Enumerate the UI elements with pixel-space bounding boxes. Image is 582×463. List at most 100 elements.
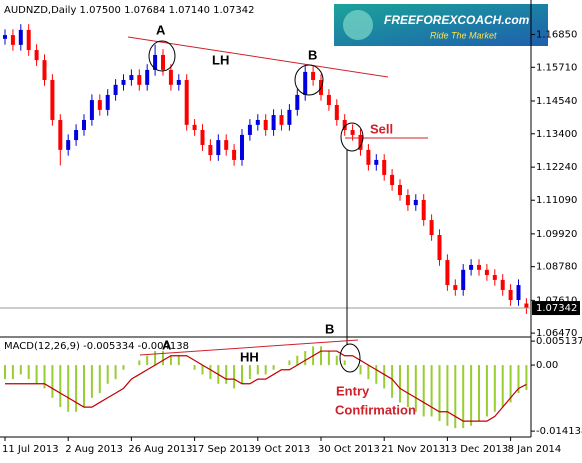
candle-body [279, 115, 284, 125]
candle-body [374, 159, 379, 165]
macd-bar [201, 365, 204, 375]
macd-bar [233, 365, 236, 389]
macd-bar [509, 365, 512, 403]
candle-body [89, 100, 94, 120]
macd-bar [422, 365, 425, 417]
macd-bar [462, 365, 465, 429]
macd-bar [98, 365, 101, 394]
candle-body [200, 130, 205, 145]
candle-body [184, 79, 189, 125]
x-tick-label: 8 Jan 2014 [508, 444, 562, 455]
candle-body [82, 119, 86, 131]
x-tick-label: 21 Nov 2013 [381, 444, 445, 455]
trend-line [127, 36, 389, 78]
candle-body [129, 75, 134, 80]
macd-trend-line [139, 339, 359, 356]
candle-body [58, 119, 63, 150]
candle-body [247, 124, 252, 135]
candle-body [97, 100, 102, 110]
macd-bar [296, 355, 299, 366]
annotation: Confirmation [335, 402, 416, 417]
candle-body [240, 134, 244, 160]
candle-body [145, 69, 150, 85]
macd-bar [391, 365, 394, 398]
y-tick-label: 1.12240 [536, 162, 577, 173]
macd-bar [90, 365, 93, 398]
macd-bar [75, 365, 78, 412]
annotation: A [156, 22, 166, 37]
macd-bar [248, 365, 251, 380]
candle-body [271, 115, 276, 131]
macd-bar [106, 365, 109, 384]
candle-body [421, 199, 426, 221]
y-tick-label: 1.09920 [536, 229, 577, 240]
macd-title: MACD(12,26,9) -0.005334 -0.004138 [4, 341, 189, 352]
macd-bar [272, 365, 275, 370]
candle-body [437, 235, 442, 261]
candle-body [50, 79, 55, 120]
price-tag-label: 1.07342 [536, 303, 577, 314]
macd-bar [430, 365, 433, 417]
candle-body [500, 279, 505, 290]
x-tick-label: 26 Aug 2013 [128, 444, 192, 455]
candle-body [18, 29, 23, 45]
macd-bar [241, 365, 243, 384]
candle-body [311, 71, 316, 80]
candle-body [113, 84, 118, 95]
signal-line [5, 350, 527, 422]
macd-bar [59, 365, 62, 408]
macd-bar [446, 365, 449, 426]
macd-bar [27, 365, 30, 380]
annotation: Entry [336, 383, 370, 398]
candle-body [176, 79, 181, 85]
circle-a [148, 40, 176, 72]
macd-bar [154, 351, 157, 366]
candle-body [137, 75, 142, 85]
candle-body [334, 105, 339, 120]
macd-bar [209, 365, 212, 380]
macd-bar [414, 365, 417, 412]
y-tick-label: 1.15710 [536, 62, 577, 73]
macd-bar [501, 365, 504, 408]
macd-bar [177, 355, 180, 366]
macd-bar [162, 351, 164, 366]
y-tick-label: 0.005137 [536, 336, 582, 347]
candle-body [121, 79, 126, 85]
macd-bar [169, 355, 172, 366]
macd-bar [438, 365, 441, 422]
chart-title: AUDNZD,Daily 1.07500 1.07684 1.07140 1.0… [4, 5, 255, 16]
candle-body [445, 260, 450, 286]
y-tick-label: 1.08780 [536, 262, 577, 273]
candle-body [524, 303, 529, 309]
candle-body [192, 124, 197, 131]
annotation: Sell [370, 121, 393, 136]
candle-body [492, 275, 497, 280]
y-tick-label: 1.06470 [536, 328, 577, 339]
macd-bar [454, 365, 457, 429]
candle-body [398, 184, 402, 196]
circle-entry [339, 343, 361, 373]
candle-body [161, 54, 165, 70]
macd-bar [485, 365, 488, 417]
candle-body [303, 71, 308, 95]
x-tick-label: 17 Sep 2013 [192, 444, 255, 455]
annotation: B [325, 321, 334, 336]
macd-bar [122, 365, 125, 370]
macd-bar [193, 365, 196, 370]
macd-bar [51, 365, 54, 398]
macd-bar [327, 351, 330, 366]
candle-body [168, 69, 173, 85]
annotation: A [162, 337, 172, 352]
candle-body [484, 269, 489, 276]
price-tag [532, 301, 580, 316]
candle-body [42, 60, 47, 80]
candle-body [224, 140, 229, 150]
macd-bar [114, 365, 117, 380]
x-tick-label: 13 Dec 2013 [444, 444, 508, 455]
x-tick-label: 2 Aug 2013 [65, 444, 123, 455]
candle-body [66, 140, 71, 150]
macd-bar [406, 365, 409, 408]
candle-body [366, 149, 371, 165]
macd-bar [375, 365, 378, 384]
